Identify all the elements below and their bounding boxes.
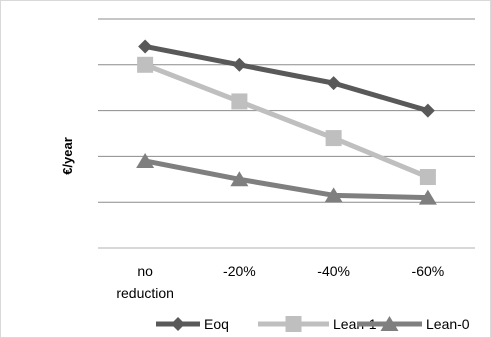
- x-tick-label: no reduction: [116, 263, 174, 301]
- data-point-marker: [326, 76, 341, 91]
- data-point-marker: [325, 130, 342, 147]
- data-point-marker: [230, 171, 249, 187]
- data-point-marker: [324, 187, 343, 203]
- legend-label: Lean-0: [426, 316, 470, 332]
- data-point-marker: [231, 93, 248, 110]
- data-point-marker: [418, 189, 437, 205]
- series-layer: [136, 39, 437, 205]
- legend-item-lean-1: Lean-1: [258, 316, 377, 332]
- x-tick-label: -20%: [223, 263, 256, 279]
- data-point-marker: [419, 169, 436, 186]
- series-lean-1: [137, 56, 436, 186]
- series-line: [144, 158, 428, 201]
- legend-label: Eoq: [204, 316, 229, 332]
- data-point-marker: [137, 56, 154, 73]
- series-line: [144, 62, 429, 180]
- legend-item-eoq: Eoq: [156, 316, 229, 332]
- data-point-marker: [138, 39, 153, 54]
- legend-item-lean-0: Lean-0: [357, 316, 470, 332]
- data-point-marker: [380, 316, 399, 331]
- legend: Eoq Lean-1 Lean-0: [156, 316, 470, 332]
- data-point-marker: [420, 103, 435, 118]
- x-tick-label: -60%: [412, 263, 445, 279]
- gridlines: [98, 18, 475, 203]
- data-point-marker: [232, 57, 247, 72]
- series-lean-0: [136, 152, 437, 205]
- series-eoq: [138, 39, 435, 118]
- series-line: [144, 44, 429, 114]
- x-tick-labels: no reduction -20% -40% -60%: [116, 263, 444, 301]
- data-point-marker: [171, 317, 185, 331]
- y-axis-label: €/year: [60, 137, 75, 175]
- legend-label: Lean-1: [333, 316, 377, 332]
- data-point-marker: [285, 316, 302, 332]
- data-point-marker: [136, 152, 155, 168]
- x-tick-label: -40%: [317, 263, 350, 279]
